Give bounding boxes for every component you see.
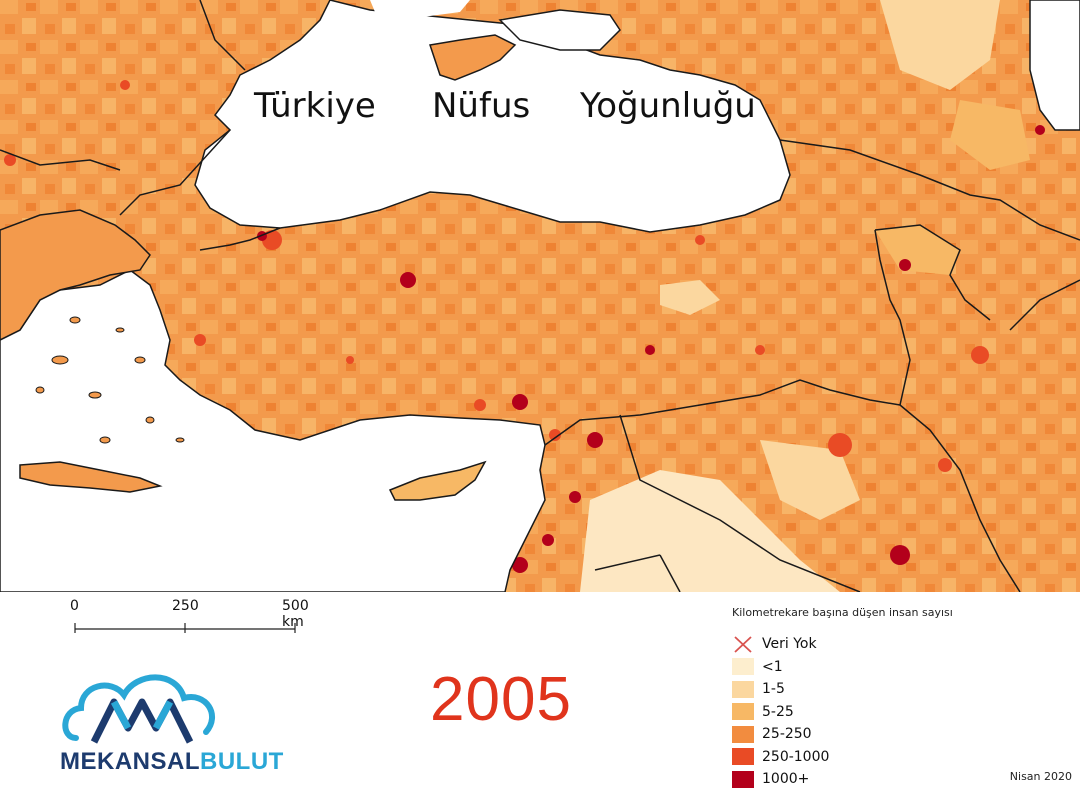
greek-peninsula: [0, 209, 151, 341]
legend: Kilometrekare başına düşen insan sayısı …: [732, 606, 1062, 791]
map-title-word-2: Nüfus: [432, 86, 531, 126]
legend-item: 1000+: [732, 768, 1062, 791]
legend-label: 250-1000: [762, 748, 830, 765]
legend-label: 1000+: [762, 771, 810, 788]
legend-swatch: [732, 770, 754, 788]
legend-item: 5-25: [732, 701, 1062, 724]
map-title-word-3: Yoğunluğu: [580, 86, 756, 126]
scale-label-500: 500 km: [282, 598, 309, 630]
mekansal-bulut-logo: [62, 674, 215, 744]
legend-item: <1: [732, 656, 1062, 679]
brand-part-2: BULUT: [200, 748, 284, 775]
caspian-sea: [1029, 0, 1080, 131]
legend-label: 1-5: [762, 681, 785, 698]
legend-swatch: [732, 680, 754, 698]
brand-part-1: MEKANSAL: [60, 748, 200, 775]
crimea: [429, 34, 517, 81]
legend-swatch: [732, 725, 754, 743]
legend-item: 250-1000: [732, 746, 1062, 769]
scale-line: [74, 623, 296, 633]
north-coast-water: [370, 0, 470, 20]
sea-of-azov: [498, 9, 621, 51]
cyprus-island: [388, 460, 487, 501]
north-light-region: [880, 0, 1000, 90]
anatolia-light-patch: [660, 280, 720, 315]
population-density-map: [0, 0, 1080, 592]
aegean-islands: [35, 316, 185, 444]
country-borders: [0, 0, 1080, 592]
crete-island: [19, 461, 163, 493]
legend-item: 1-5: [732, 678, 1062, 701]
aegean-sea: [0, 269, 546, 592]
legend-title: Kilometrekare başına düşen insan sayısı: [732, 606, 953, 619]
brand-name: MEKANSALBULUT: [60, 748, 284, 776]
legend-item-no-data: Veri Yok: [732, 633, 1062, 656]
legend-label: 5-25: [762, 703, 794, 720]
urban-centers: [4, 80, 1045, 573]
caspian-light-region: [950, 100, 1030, 170]
scale-bar: 0 250 500 km: [66, 598, 326, 638]
map-title-word-1: Türkiye: [254, 86, 376, 126]
legend-swatch: [732, 703, 754, 721]
syrian-desert-region: [580, 470, 840, 592]
date-label: Nisan 2020: [1009, 770, 1072, 783]
black-sea: [194, 0, 791, 233]
legend-label: <1: [762, 658, 783, 675]
legend-item: 25-250: [732, 723, 1062, 746]
scale-label-0: 0: [70, 598, 79, 614]
legend-swatch: [732, 658, 754, 676]
legend-label: 25-250: [762, 726, 812, 743]
x-cross-icon: [734, 636, 752, 653]
year-label: 2005: [430, 665, 572, 734]
iraq-desert-region: [760, 440, 860, 520]
legend-swatch: [732, 748, 754, 766]
scale-label-250: 250: [172, 598, 199, 614]
legend-label: Veri Yok: [762, 636, 817, 653]
